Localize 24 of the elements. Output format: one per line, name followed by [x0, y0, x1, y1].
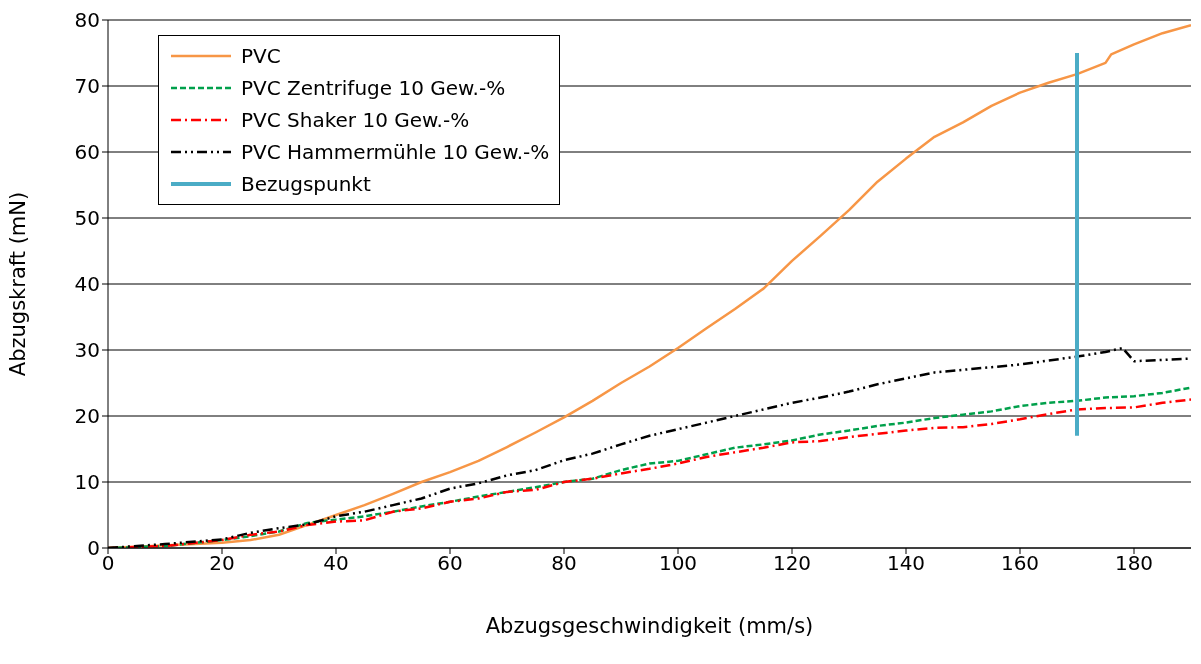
- x-axis-title: Abzugsgeschwindigkeit (mm/s): [485, 614, 814, 638]
- y-axis-title: Abzugskraft (mN): [6, 191, 31, 377]
- y-tick-label: 10: [74, 470, 100, 495]
- y-tick-label: 20: [74, 404, 100, 429]
- legend-label: PVC Shaker 10 Gew.-%: [241, 108, 470, 132]
- x-tick-label: 160: [1000, 551, 1040, 576]
- x-tick-label: 20: [209, 551, 235, 576]
- x-tick-label: 80: [551, 551, 577, 576]
- x-tick-label: 40: [323, 551, 349, 576]
- y-tick-label: 80: [74, 8, 100, 33]
- legend-label: PVC Hammermühle 10 Gew.-%: [241, 140, 550, 164]
- x-tick-label: 60: [437, 551, 463, 576]
- legend-label: PVC: [241, 44, 281, 68]
- y-tick-label: 60: [74, 140, 100, 165]
- x-tick-label: 140: [886, 551, 926, 576]
- y-tick-label: 70: [74, 74, 100, 99]
- x-tick-label: 180: [1114, 551, 1154, 576]
- legend-label: PVC Zentrifuge 10 Gew.-%: [241, 76, 506, 100]
- y-tick-label: 50: [74, 206, 100, 231]
- legend-label: Bezugspunkt: [241, 172, 371, 196]
- x-tick-label: 120: [772, 551, 812, 576]
- y-tick-label: 40: [74, 272, 100, 297]
- x-tick-label: 100: [658, 551, 698, 576]
- y-tick-label: 30: [74, 338, 100, 363]
